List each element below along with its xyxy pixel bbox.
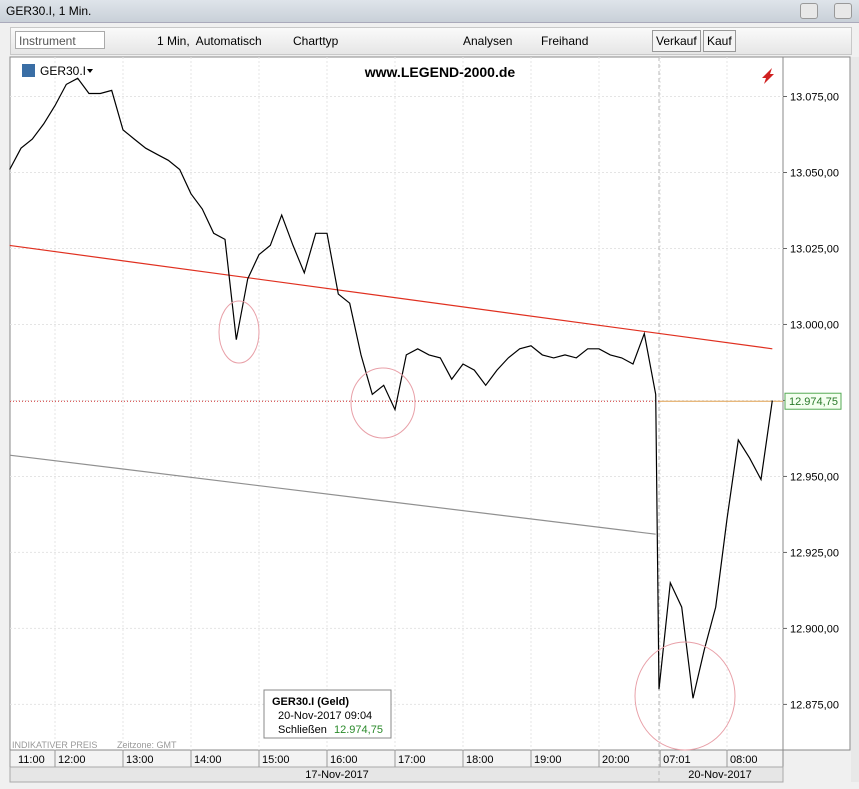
indicator-icon xyxy=(762,68,774,84)
instrument-input[interactable]: Instrument xyxy=(15,31,105,49)
highlight-circle xyxy=(218,300,260,364)
highlight-circle xyxy=(634,641,736,751)
price-tag-label: 12.974,75 xyxy=(789,396,838,408)
symbol-icon xyxy=(22,64,35,77)
trend-line xyxy=(9,454,656,535)
close-button[interactable] xyxy=(834,3,852,19)
symbol-dropdown[interactable] xyxy=(87,69,93,73)
toolbar: Instrument 1 Min, Automatisch Charttyp A… xyxy=(10,27,852,55)
x-tick-label: 08:00 xyxy=(730,754,758,766)
trend-line xyxy=(9,244,773,350)
info-title: GER30.I (Geld) xyxy=(272,696,349,708)
interval-dropdown[interactable]: 1 Min, Automatisch xyxy=(157,34,262,48)
y-tick-label: 12.925,00 xyxy=(790,547,839,559)
price-tag xyxy=(784,392,842,410)
price-line xyxy=(9,77,773,699)
watermark: www.LEGEND-2000.de xyxy=(364,64,516,80)
info-time: 20-Nov-2017 09:04 xyxy=(278,710,372,722)
indicative-label: INDIKATIVER PREIS xyxy=(12,740,97,750)
x-tick-label: 15:00 xyxy=(262,754,290,766)
y-tick-label: 13.000,00 xyxy=(790,319,839,331)
y-tick-label: 13.025,00 xyxy=(790,243,839,255)
analyses-dropdown[interactable]: Analysen xyxy=(463,34,513,48)
x-tick-label: 07:01 xyxy=(663,754,691,766)
charttype-dropdown[interactable]: Charttyp xyxy=(293,34,339,48)
info-box xyxy=(263,689,392,739)
symbol-label: GER30.I xyxy=(40,64,86,78)
x-tick-label: 17:00 xyxy=(398,754,426,766)
date-label: 17-Nov-2017 xyxy=(305,769,369,781)
y-tick-label: 12.900,00 xyxy=(790,623,839,635)
x-tick-label: 11:00 xyxy=(18,754,45,766)
y-tick-label: 13.050,00 xyxy=(790,168,839,180)
x-tick-label: 20:00 xyxy=(602,754,630,766)
minimize-button[interactable] xyxy=(800,3,818,19)
title-bar: GER30.I, 1 Min. xyxy=(0,0,859,23)
buy-button[interactable]: Kauf xyxy=(703,30,736,52)
y-tick-label: 12.875,00 xyxy=(790,699,839,711)
y-tick-label: 12.950,00 xyxy=(790,471,839,483)
x-tick-label: 12:00 xyxy=(58,754,86,766)
y-tick-label: 13.075,00 xyxy=(790,92,839,104)
x-tick-label: 13:00 xyxy=(126,754,154,766)
x-tick-label: 18:00 xyxy=(466,754,494,766)
x-tick-label: 19:00 xyxy=(534,754,562,766)
x-tick-label: 14:00 xyxy=(194,754,222,766)
date-label: 20-Nov-2017 xyxy=(688,769,752,781)
timezone-label: Zeitzone: GMT xyxy=(117,740,177,750)
sell-button[interactable]: Verkauf xyxy=(652,30,701,52)
highlight-circle xyxy=(350,367,416,439)
scrollbar[interactable] xyxy=(851,57,859,782)
info-close-value: 12.974,75 xyxy=(334,724,383,736)
freehand-dropdown[interactable]: Freihand xyxy=(541,34,589,48)
window-title: GER30.I, 1 Min. xyxy=(6,4,92,18)
x-tick-label: 16:00 xyxy=(330,754,358,766)
info-close-label: Schließen xyxy=(278,724,327,736)
date-panel xyxy=(9,766,784,783)
